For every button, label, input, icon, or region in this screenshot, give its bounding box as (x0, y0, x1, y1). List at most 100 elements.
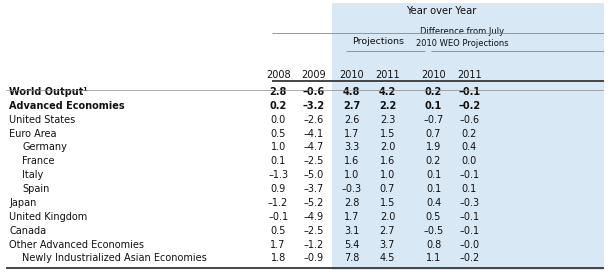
Text: 1.6: 1.6 (344, 156, 359, 166)
Text: 0.5: 0.5 (426, 212, 441, 222)
Text: –1.3: –1.3 (268, 170, 288, 180)
Text: 1.7: 1.7 (344, 129, 359, 139)
Text: 2.2: 2.2 (379, 101, 396, 111)
Text: –3.2: –3.2 (303, 101, 325, 111)
Text: –2.6: –2.6 (304, 115, 324, 125)
Text: World Output¹: World Output¹ (9, 87, 88, 97)
Text: 0.7: 0.7 (380, 184, 395, 194)
Text: Other Advanced Economies: Other Advanced Economies (9, 240, 144, 250)
Text: 0.9: 0.9 (270, 184, 285, 194)
Text: 1.9: 1.9 (426, 143, 441, 153)
Text: –0.3: –0.3 (459, 198, 479, 208)
Text: –4.7: –4.7 (304, 143, 324, 153)
Text: 2011: 2011 (375, 70, 400, 80)
Text: –0.1: –0.1 (268, 212, 288, 222)
Text: 0.4: 0.4 (462, 143, 477, 153)
Text: Projections: Projections (353, 37, 404, 46)
Text: –0.2: –0.2 (458, 101, 481, 111)
Text: –0.1: –0.1 (459, 226, 479, 236)
Text: 2009: 2009 (302, 70, 326, 80)
Text: –0.1: –0.1 (458, 87, 481, 97)
Text: 5.4: 5.4 (344, 240, 359, 250)
Text: Euro Area: Euro Area (9, 129, 57, 139)
Text: 0.8: 0.8 (426, 240, 441, 250)
Bar (332, 3, 604, 270)
Text: –0.3: –0.3 (342, 184, 362, 194)
Text: 4.2: 4.2 (379, 87, 396, 97)
Text: –5.2: –5.2 (304, 198, 324, 208)
Text: 0.5: 0.5 (270, 226, 286, 236)
Text: Newly Industrialized Asian Economies: Newly Industrialized Asian Economies (22, 253, 207, 263)
Text: –0.5: –0.5 (423, 226, 443, 236)
Text: 2.8: 2.8 (270, 87, 287, 97)
Text: –4.9: –4.9 (304, 212, 324, 222)
Text: 0.2: 0.2 (426, 156, 441, 166)
Text: 4.8: 4.8 (343, 87, 361, 97)
Text: 0.5: 0.5 (270, 129, 286, 139)
Text: Spain: Spain (22, 184, 49, 194)
Text: 1.6: 1.6 (380, 156, 395, 166)
Text: –1.2: –1.2 (304, 240, 324, 250)
Text: 2011: 2011 (457, 70, 482, 80)
Text: –1.2: –1.2 (268, 198, 288, 208)
Text: 1.0: 1.0 (270, 143, 285, 153)
Text: 2.6: 2.6 (344, 115, 359, 125)
Text: –3.7: –3.7 (304, 184, 324, 194)
Text: 0.0: 0.0 (270, 115, 285, 125)
Text: 0.0: 0.0 (462, 156, 477, 166)
Text: 3.3: 3.3 (344, 143, 359, 153)
Text: 2.7: 2.7 (380, 226, 395, 236)
Text: 2.3: 2.3 (380, 115, 395, 125)
Text: United Kingdom: United Kingdom (9, 212, 87, 222)
Text: Italy: Italy (22, 170, 43, 180)
Text: 1.5: 1.5 (380, 198, 395, 208)
Text: 0.1: 0.1 (462, 184, 477, 194)
Text: 2010: 2010 (422, 70, 446, 80)
Text: 1.0: 1.0 (344, 170, 359, 180)
Text: –0.7: –0.7 (423, 115, 443, 125)
Text: 1.7: 1.7 (344, 212, 359, 222)
Text: 1.5: 1.5 (380, 129, 395, 139)
Text: 2.7: 2.7 (343, 101, 361, 111)
Text: 0.4: 0.4 (426, 198, 441, 208)
Text: Year over Year: Year over Year (406, 6, 476, 16)
Text: Advanced Economies: Advanced Economies (9, 101, 124, 111)
Text: Japan: Japan (9, 198, 37, 208)
Text: 0.1: 0.1 (426, 184, 441, 194)
Text: 0.2: 0.2 (270, 101, 287, 111)
Text: 3.7: 3.7 (380, 240, 395, 250)
Text: Difference from July
2010 WEO Projections: Difference from July 2010 WEO Projection… (416, 27, 509, 48)
Text: 2008: 2008 (266, 70, 290, 80)
Text: 2.0: 2.0 (380, 212, 395, 222)
Text: –0.9: –0.9 (304, 253, 324, 263)
Text: –4.1: –4.1 (304, 129, 324, 139)
Text: –0.6: –0.6 (303, 87, 325, 97)
Text: –0.2: –0.2 (459, 253, 479, 263)
Text: 1.1: 1.1 (426, 253, 441, 263)
Text: –0.1: –0.1 (459, 170, 479, 180)
Text: –5.0: –5.0 (304, 170, 324, 180)
Text: United States: United States (9, 115, 76, 125)
Text: Germany: Germany (22, 143, 67, 153)
Text: –2.5: –2.5 (304, 226, 324, 236)
Text: 1.0: 1.0 (380, 170, 395, 180)
Text: 0.1: 0.1 (425, 101, 442, 111)
Text: –0.6: –0.6 (459, 115, 479, 125)
Text: 0.1: 0.1 (426, 170, 441, 180)
Text: 0.2: 0.2 (462, 129, 477, 139)
Text: 2.0: 2.0 (380, 143, 395, 153)
Text: –2.5: –2.5 (304, 156, 324, 166)
Text: 1.7: 1.7 (270, 240, 286, 250)
Text: 3.1: 3.1 (344, 226, 359, 236)
Text: –0.1: –0.1 (459, 212, 479, 222)
Text: 0.2: 0.2 (425, 87, 442, 97)
Text: Canada: Canada (9, 226, 46, 236)
Text: 0.1: 0.1 (270, 156, 285, 166)
Text: –0.0: –0.0 (459, 240, 479, 250)
Text: 4.5: 4.5 (380, 253, 395, 263)
Text: 2010: 2010 (339, 70, 364, 80)
Text: 0.7: 0.7 (426, 129, 441, 139)
Text: 1.8: 1.8 (270, 253, 285, 263)
Text: France: France (22, 156, 55, 166)
Text: 2.8: 2.8 (344, 198, 359, 208)
